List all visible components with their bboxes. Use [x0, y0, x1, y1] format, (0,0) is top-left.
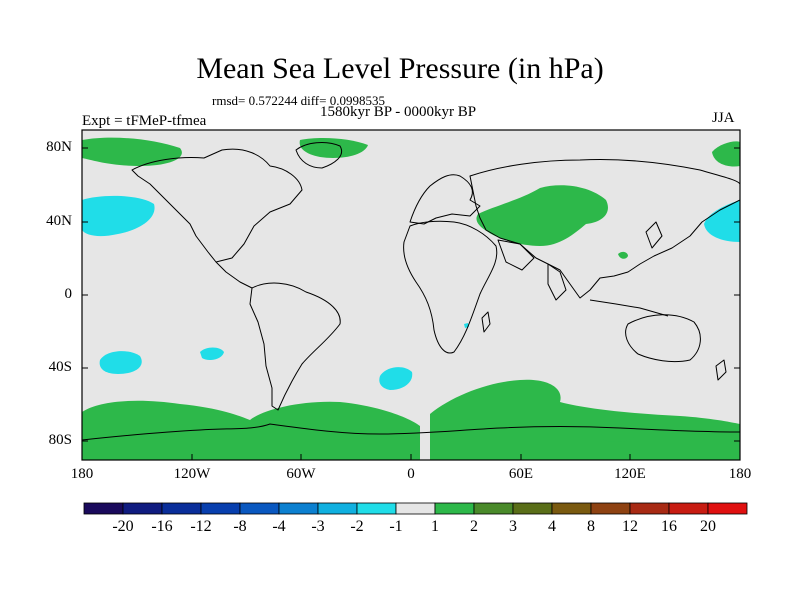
x-tick-label: 0: [407, 466, 415, 482]
colorbar-label: -12: [190, 518, 212, 535]
x-tick-label: 120W: [173, 466, 211, 482]
colorbar-label: 2: [470, 518, 478, 535]
colorbar-label: -3: [311, 518, 325, 535]
colorbar-swatch: [551, 502, 592, 515]
x-tick-label: 60E: [508, 466, 534, 482]
colorbar-label: 8: [587, 518, 595, 535]
period-label: 1580kyr BP - 0000kyr BP: [320, 104, 477, 120]
colorbar-label: 16: [661, 518, 677, 535]
anomaly-south-pacific-a: [99, 351, 142, 374]
coastline-south-america: [249, 282, 341, 411]
coastline-antarctica: [82, 423, 740, 441]
colorbar-label: -2: [350, 518, 364, 535]
y-tick-label: 80N: [46, 139, 72, 155]
colorbar-swatch: [83, 502, 124, 515]
colorbar-swatch: [395, 502, 436, 515]
coastline-australia: [625, 314, 701, 363]
colorbar-label: 4: [548, 518, 556, 535]
colorbar-label: -16: [151, 518, 173, 535]
y-tick-label: 40N: [46, 213, 72, 229]
anomaly-antarctic-patch: [600, 426, 636, 442]
coastline-europe: [409, 174, 481, 225]
anomaly-north-pacific-west: [82, 195, 155, 237]
stats-label: rmsd= 0.572244 diff= 0.0998535: [212, 93, 385, 108]
colorbar-swatch: [434, 502, 475, 515]
colorbar-swatch: [707, 502, 748, 515]
colorbar-swatch: [239, 502, 280, 515]
colorbar-label: 20: [700, 518, 716, 535]
anomaly-arctic-west: [82, 137, 182, 166]
colorbar-swatch: [629, 502, 670, 515]
map-panel: [82, 130, 740, 460]
colorbar-swatch: [278, 502, 319, 515]
coastlines: [82, 142, 740, 441]
negative-anomaly-regions: [82, 195, 740, 390]
coastline-north-america: [131, 148, 303, 263]
coastline-new-zealand: [715, 359, 727, 381]
anomaly-central-asia: [476, 185, 608, 246]
coastline-madagascar: [481, 311, 491, 333]
colorbar: [83, 502, 748, 515]
colorbar-swatch: [356, 502, 397, 515]
coastline-japan: [645, 221, 663, 249]
coastline-central-america: [215, 261, 253, 289]
colorbar-swatch: [668, 502, 709, 515]
map-background: [82, 130, 740, 460]
colorbar-label: -4: [272, 518, 286, 535]
y-tick-label: 40S: [48, 359, 72, 375]
colorbar-label: -8: [233, 518, 247, 535]
y-tick-label: 0: [64, 286, 73, 302]
colorbar-label: -1: [389, 518, 403, 535]
anomaly-southern-band-east: [430, 379, 740, 460]
anomaly-south-atlantic: [379, 367, 413, 390]
colorbar-swatch: [161, 502, 202, 515]
anomaly-east-asia: [618, 251, 628, 259]
colorbar-swatch: [122, 502, 163, 515]
anomaly-arctic-east: [712, 141, 740, 167]
coastline-greenland: [295, 142, 342, 169]
y-tick-label: 80S: [48, 432, 72, 448]
coastline-asia: [469, 158, 740, 299]
x-tick-label: 180: [728, 466, 752, 482]
x-tick-label: 120E: [614, 466, 646, 482]
colorbar-swatch: [473, 502, 514, 515]
coastline-indonesia: [589, 299, 669, 317]
season-label: JJA: [712, 110, 735, 126]
experiment-label: Expt = tFMeP-tfmea: [82, 113, 207, 129]
axis-ticks: [82, 147, 740, 460]
colorbar-swatch: [512, 502, 553, 515]
colorbar-label: 12: [622, 518, 638, 535]
coastline-africa: [403, 220, 498, 354]
colorbar-label: 1: [431, 518, 439, 535]
colorbar-label: -20: [112, 518, 134, 535]
anomaly-north-pacific-east: [704, 200, 740, 242]
coastline-india: [547, 263, 567, 301]
colorbar-swatch: [317, 502, 358, 515]
colorbar-label: 3: [509, 518, 517, 535]
x-tick-label: 180: [70, 466, 94, 482]
anomaly-south-pacific-b: [200, 347, 224, 360]
chart-title: Mean Sea Level Pressure (in hPa): [196, 52, 604, 85]
anomaly-southern-band-west: [82, 400, 420, 460]
x-tick-label: 60W: [286, 466, 316, 482]
positive-anomaly-regions: [82, 137, 740, 460]
colorbar-swatch: [200, 502, 241, 515]
colorbar-swatch: [590, 502, 631, 515]
